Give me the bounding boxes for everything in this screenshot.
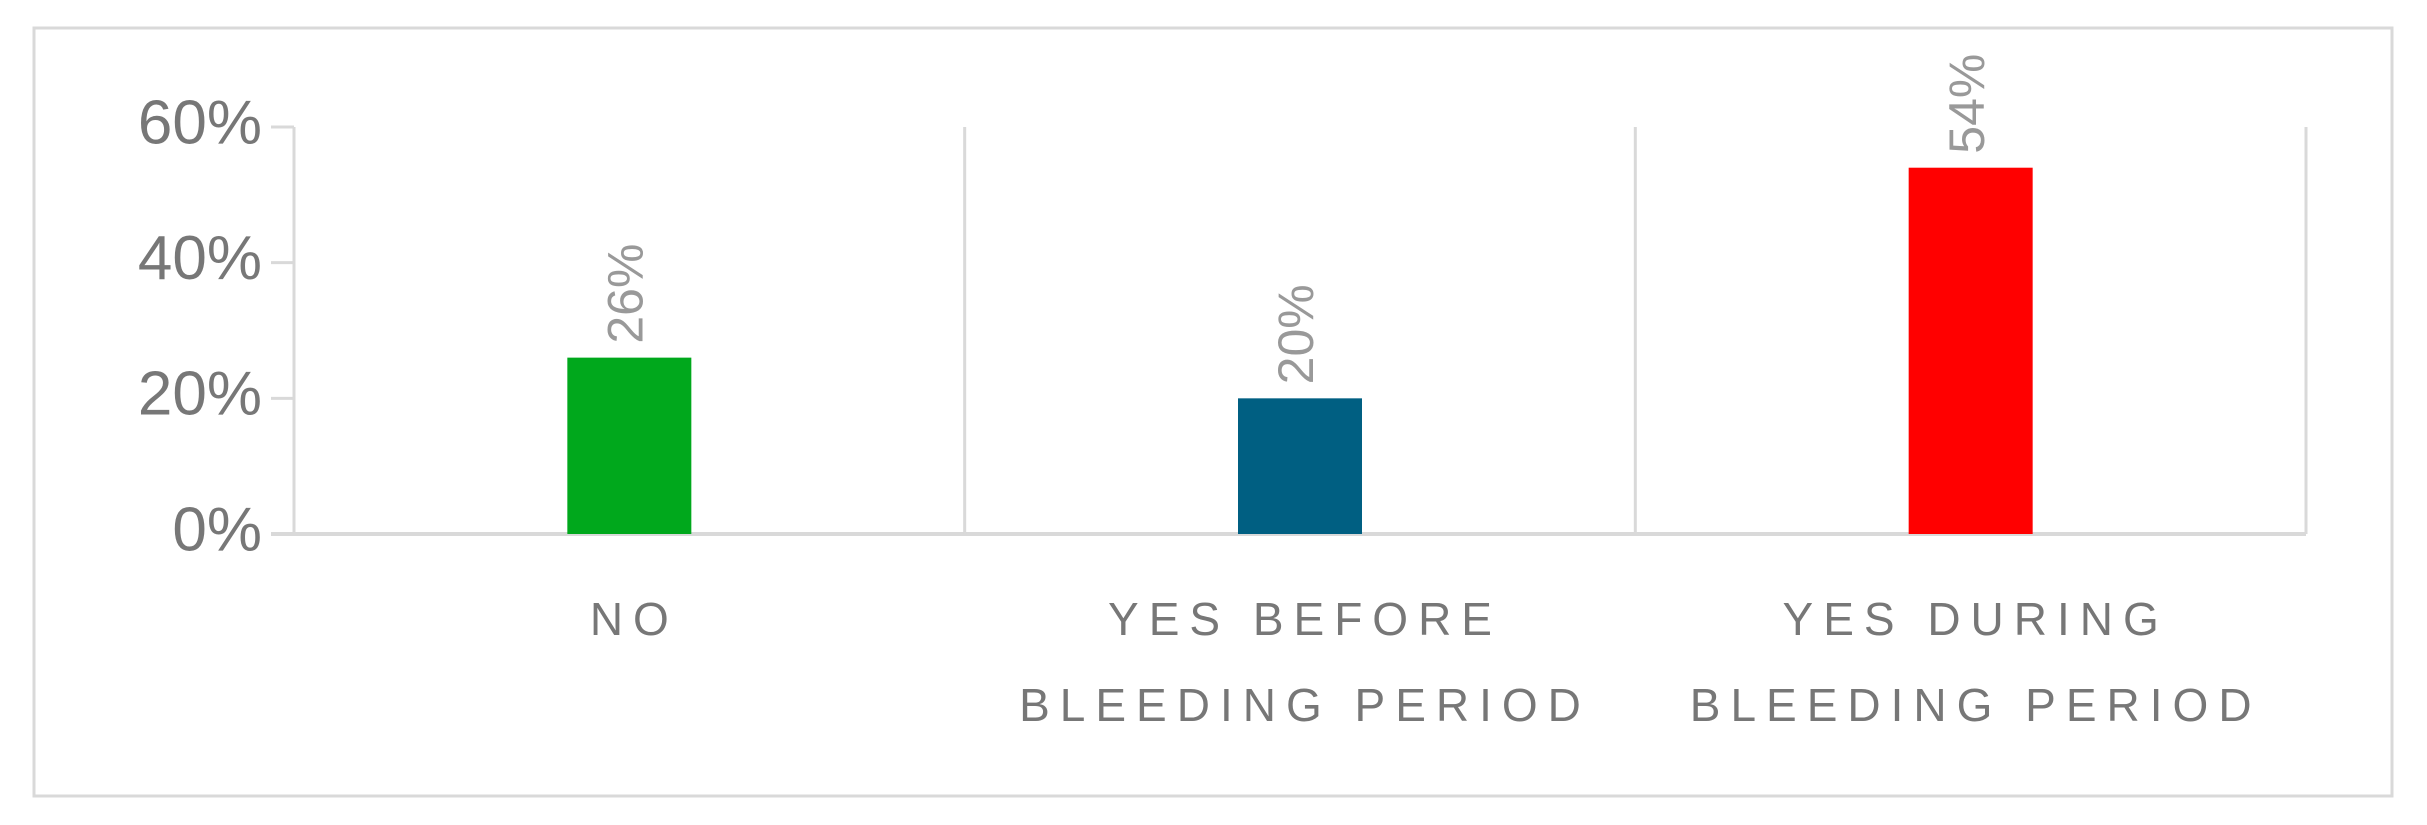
y-tick-label: 60% [138,88,262,157]
x-tick-label: YES DURING BLEEDING PERIOD [1689,593,2262,731]
x-tick-label: NO [589,593,679,645]
y-tick-label: 0% [172,495,262,564]
bar [1238,398,1362,534]
x-tick-label: YES BEFORE BLEEDING PERIOD [1019,593,1591,731]
bar [567,357,692,534]
data-label: 20% [1268,284,1324,384]
data-label: 54% [1939,54,1995,154]
y-tick-label: 40% [138,224,262,293]
data-label: 26% [598,244,654,344]
bar [1908,167,2033,534]
chart-border [32,26,2394,798]
y-tick-label: 20% [138,360,262,429]
